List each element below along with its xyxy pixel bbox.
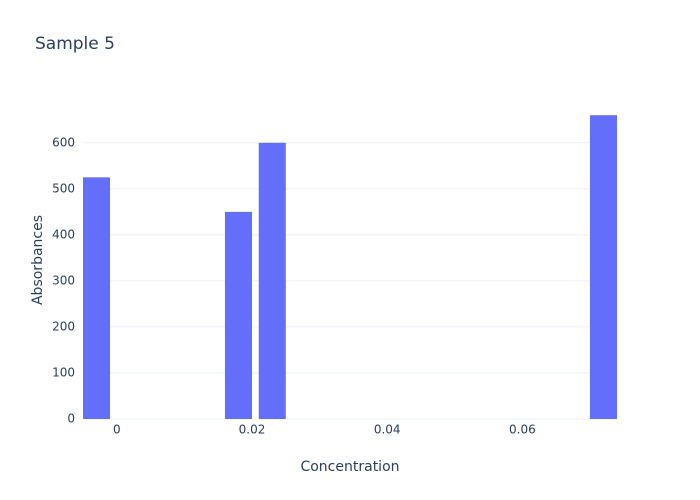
chart-title: Sample 5 — [35, 34, 115, 54]
x-tick-label: 0 — [113, 423, 121, 437]
x-axis-label: Concentration — [300, 459, 399, 475]
y-tick-label: 600 — [52, 135, 75, 149]
y-tick-label: 500 — [52, 181, 75, 195]
bar — [589, 115, 617, 419]
x-tick-label: 0.02 — [239, 423, 266, 437]
x-tick-label: 0.04 — [374, 423, 401, 437]
y-tick-label: 0 — [67, 412, 75, 426]
bar — [258, 142, 286, 420]
y-tick-label: 100 — [52, 365, 75, 379]
bar — [83, 177, 111, 419]
y-tick-label: 300 — [52, 273, 75, 287]
bar — [224, 211, 252, 419]
x-tick-label: 0.06 — [509, 423, 536, 437]
y-tick-label: 200 — [52, 319, 75, 333]
y-tick-label: 400 — [52, 227, 75, 241]
y-axis-label: Absorbances — [30, 215, 46, 305]
